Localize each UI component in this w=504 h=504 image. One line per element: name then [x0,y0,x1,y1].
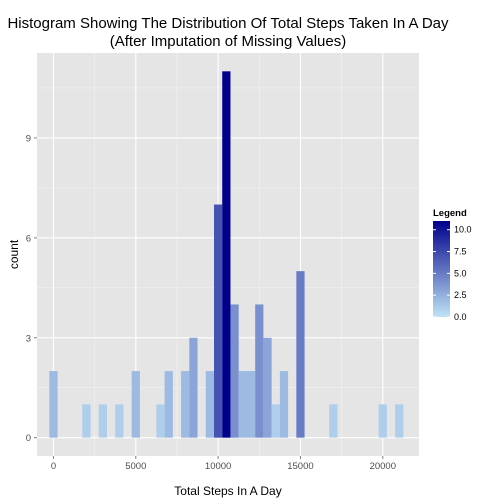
x-tick-label: 20000 [370,461,396,472]
histogram-bar [246,371,256,438]
legend-title: Legend [433,208,467,219]
histogram-bar [181,371,190,438]
y-axis-title: count [7,239,21,269]
histogram-bar [205,371,215,438]
histogram-bar [255,304,264,438]
y-tick-label: 6 [26,233,31,244]
x-tick-label: 15000 [287,461,313,472]
y-axis-ticks: 0 3 6 9 [26,133,37,444]
chart-subtitle: (After Imputation of Missing Values) [110,33,346,50]
histogram-bar [238,371,247,438]
histogram-bar [98,404,107,438]
x-axis-ticks: 0 5000 10000 15000 20000 [51,456,396,472]
histogram-bar [230,304,239,438]
histogram-bars [49,71,404,438]
histogram-bar [189,337,198,438]
x-tick-label: 5000 [125,461,146,472]
histogram-bar [131,371,140,438]
histogram-bar [222,71,231,438]
legend-label: 0.0 [454,312,467,322]
histogram-bar [329,404,338,438]
x-tick-label: 0 [51,461,56,472]
y-tick-label: 0 [26,433,31,444]
legend-label: 2.5 [454,290,467,300]
legend: Legend 10.0 7.5 5.0 2.5 0.0 [433,208,472,322]
histogram-bar [49,371,58,438]
histogram-bar [214,204,223,438]
histogram-bar [156,404,165,438]
histogram-bar [115,404,124,438]
histogram-bar [395,404,404,438]
legend-label: 10.0 [454,225,472,235]
histogram-bar [164,371,173,438]
y-tick-label: 9 [26,133,31,144]
legend-label: 7.5 [454,247,467,257]
histogram-bar [271,404,280,438]
histogram-bar [279,371,289,438]
histogram-bar [263,337,272,438]
y-tick-label: 3 [26,333,31,344]
x-axis-title: Total Steps In A Day [174,484,281,498]
histogram-bar [378,404,387,438]
legend-ticks: 10.0 7.5 5.0 2.5 0.0 [433,225,472,322]
legend-label: 5.0 [454,268,467,278]
legend-colorbar [433,221,450,317]
histogram-bar [82,404,91,438]
chart-title: Histogram Showing The Distribution Of To… [7,15,449,32]
histogram-bar [296,271,305,438]
x-tick-label: 10000 [205,461,231,472]
